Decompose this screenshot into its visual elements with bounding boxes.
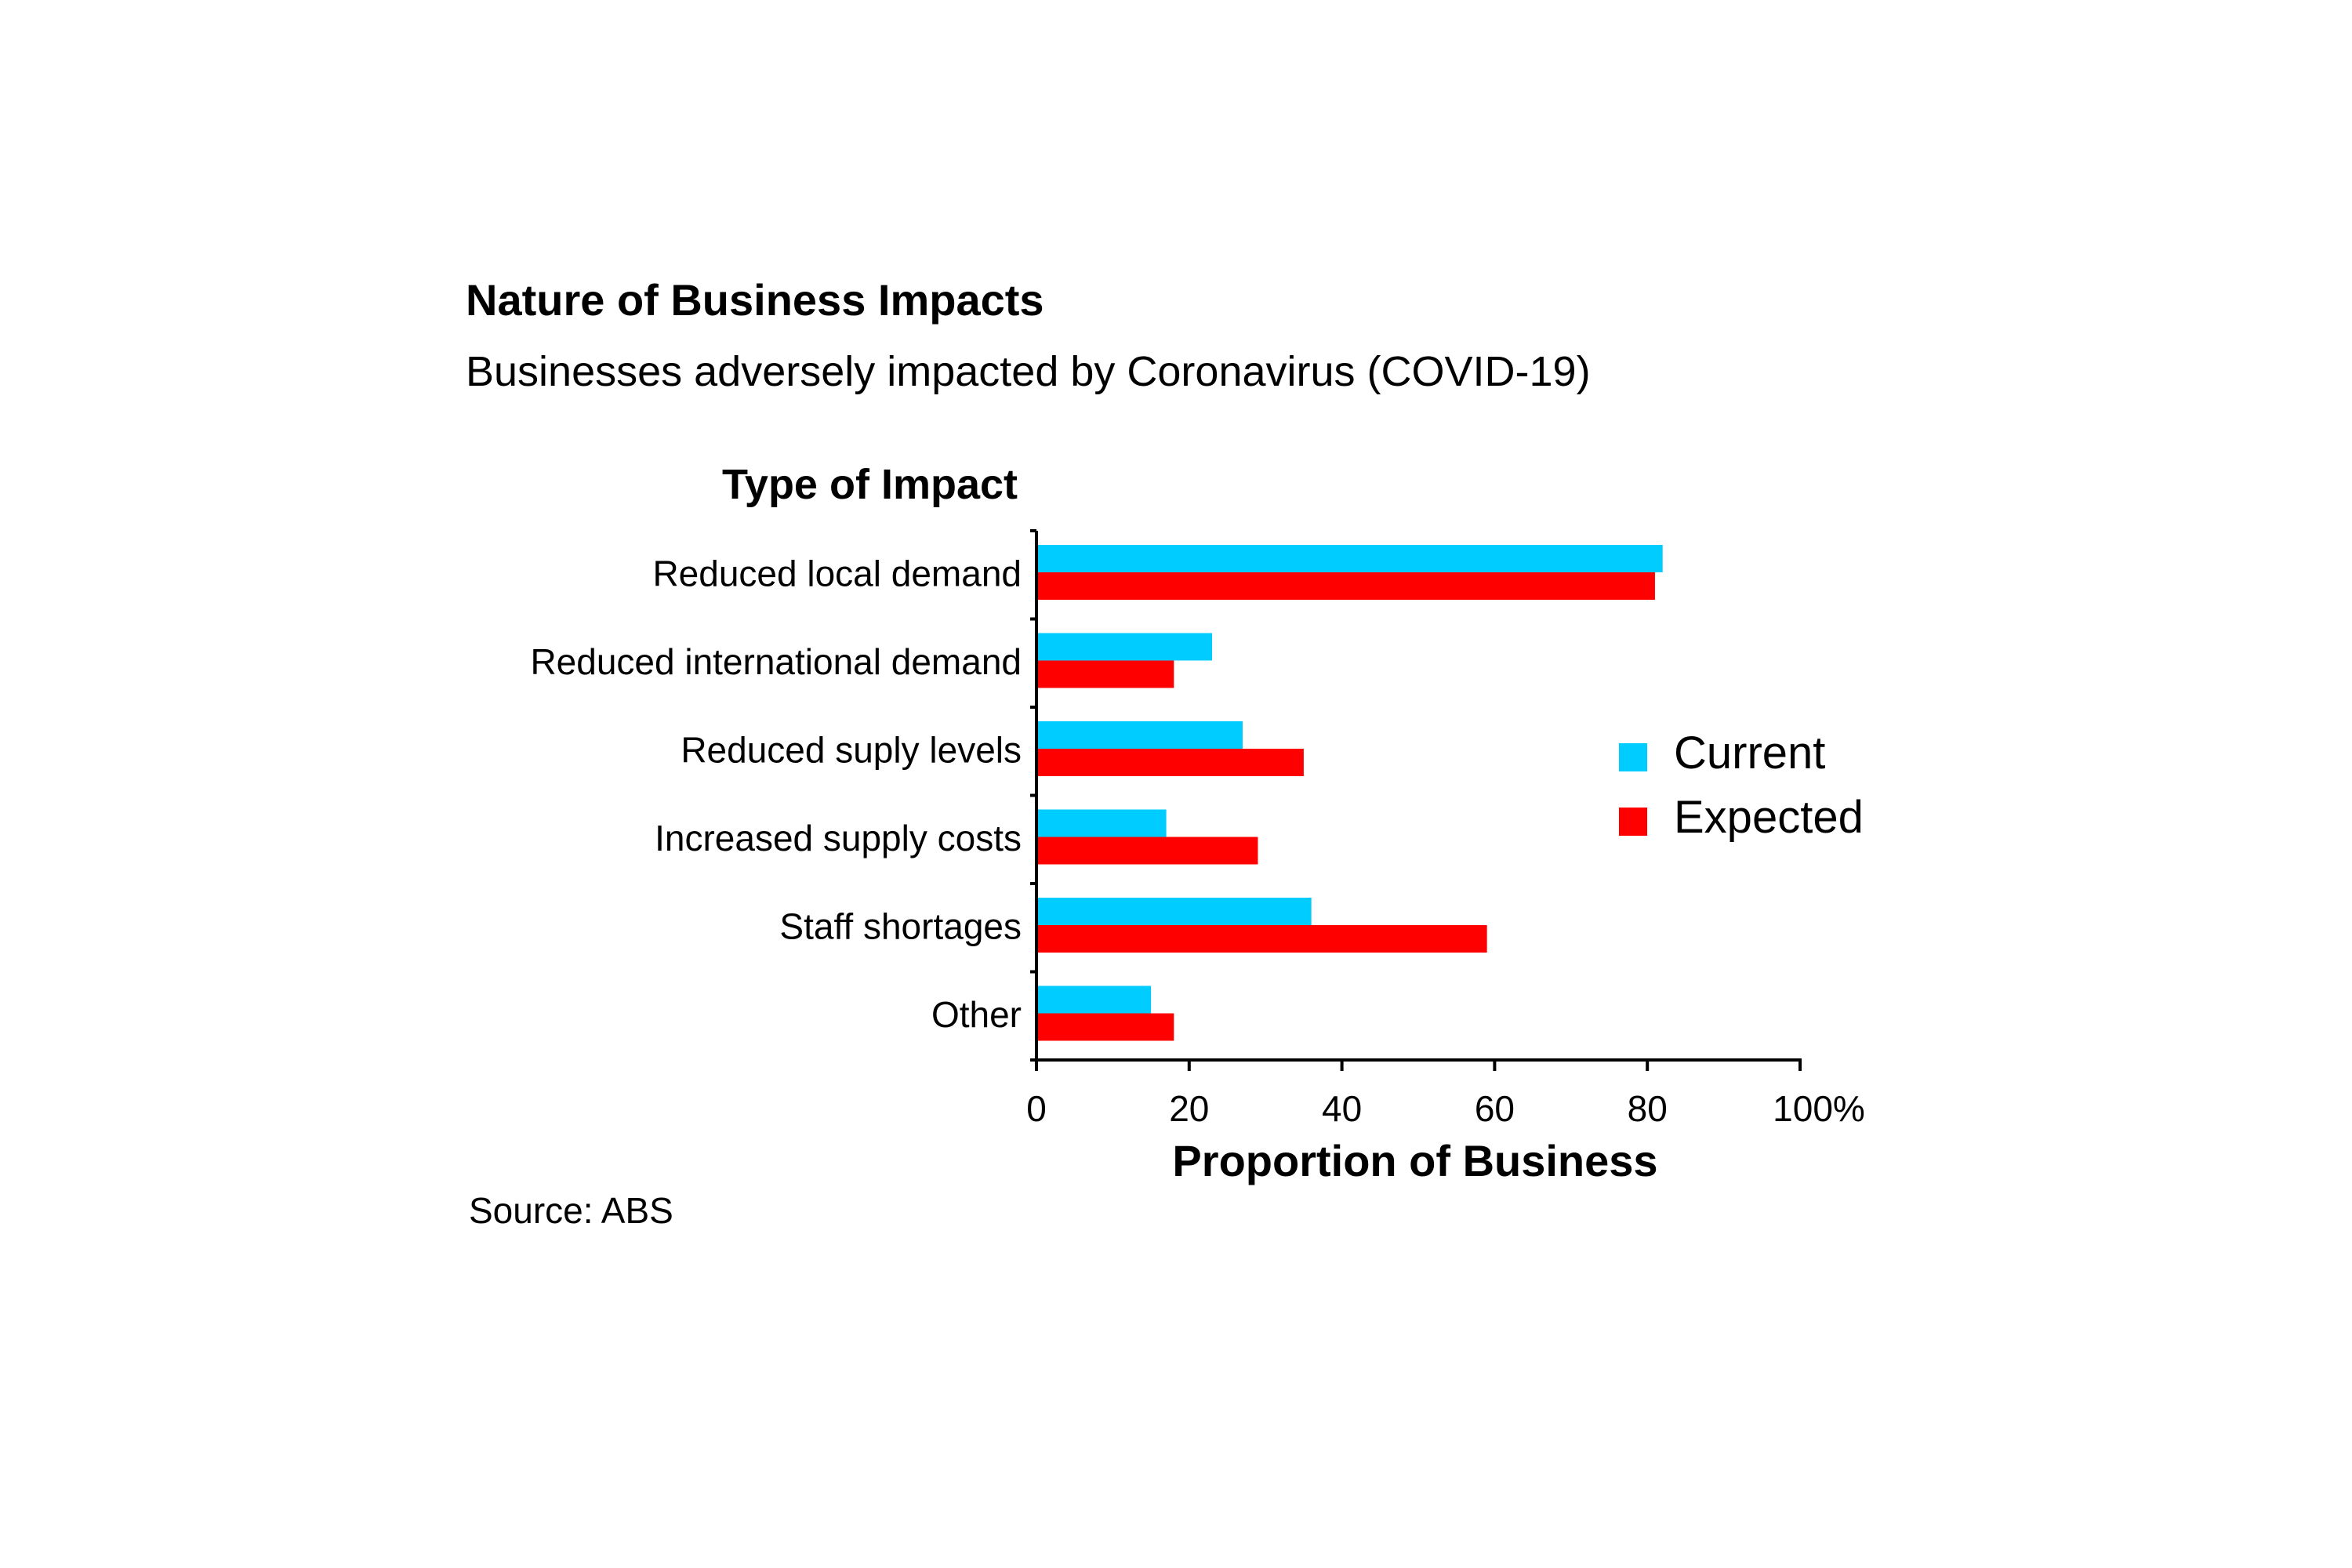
x-tick-label: 80	[1628, 1088, 1668, 1129]
chart-subtitle: Businesses adversely impacted by Coronav…	[466, 348, 1591, 395]
plot-area: Reduced local demand Reduced internationa…	[530, 529, 1865, 1129]
x-tick-label: 40	[1322, 1088, 1362, 1129]
x-tick-label: 100%	[1773, 1088, 1865, 1129]
legend-swatch-expected	[1619, 808, 1647, 836]
x-tick-label: 0	[1026, 1088, 1047, 1129]
bar-current	[1036, 721, 1243, 749]
x-axis-label: Proportion of Business	[1172, 1136, 1657, 1185]
x-tick-label: 20	[1169, 1088, 1209, 1129]
legend: Current Expected	[1619, 728, 1864, 843]
bar-expected	[1036, 572, 1655, 600]
bar-current	[1036, 633, 1213, 661]
bar-expected	[1036, 749, 1304, 776]
bar-expected	[1036, 660, 1174, 688]
category-label: Staff shortages	[779, 906, 1022, 946]
bar-expected	[1036, 1013, 1174, 1041]
x-tick-label: 60	[1475, 1088, 1515, 1129]
bar-current	[1036, 898, 1312, 925]
category-label: Increased supply costs	[655, 818, 1022, 858]
legend-label: Expected	[1674, 792, 1864, 843]
legend-swatch-current	[1619, 743, 1647, 771]
bar-current	[1036, 985, 1152, 1014]
legend-label: Current	[1674, 728, 1825, 779]
bar-current	[1036, 809, 1167, 837]
category-label: Reduced suply levels	[681, 729, 1022, 770]
category-label: Other	[931, 994, 1022, 1035]
category-label: Reduced international demand	[530, 641, 1022, 682]
category-label: Reduced local demand	[652, 553, 1022, 593]
bar-current	[1036, 545, 1663, 572]
y-axis-label: Type of Impact	[722, 461, 1018, 508]
bar-expected	[1036, 925, 1487, 953]
bar-expected	[1036, 837, 1258, 865]
source-note: Source: ABS	[469, 1190, 673, 1231]
chart-title: Nature of Business Impacts	[466, 275, 1044, 325]
